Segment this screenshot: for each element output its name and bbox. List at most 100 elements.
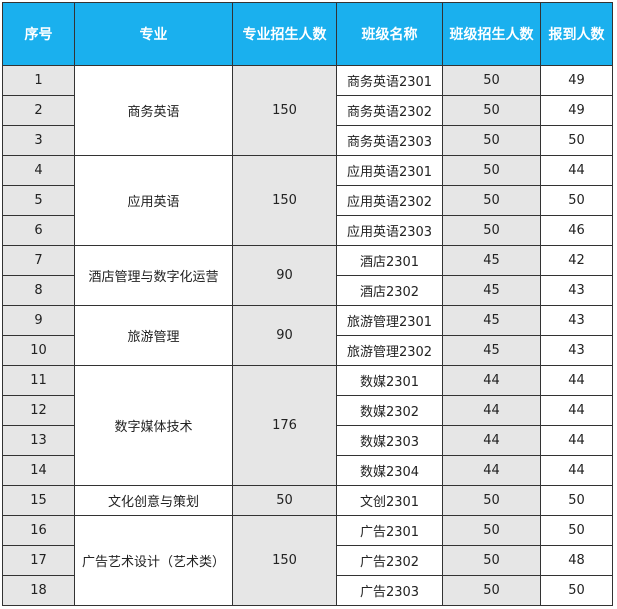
class-quota-cell[interactable]: 50 xyxy=(442,65,541,96)
major-cell[interactable]: 数字媒体技术 xyxy=(74,365,233,486)
major-cell[interactable]: 酒店管理与数字化运营 xyxy=(74,245,233,306)
class-quota-cell[interactable]: 44 xyxy=(442,365,541,396)
seq-cell[interactable]: 10 xyxy=(2,335,75,366)
class-quota-cell[interactable]: 50 xyxy=(442,215,541,246)
major-cell[interactable]: 旅游管理 xyxy=(74,305,233,366)
major-quota-cell[interactable]: 176 xyxy=(232,365,337,486)
class-quota-cell[interactable]: 50 xyxy=(442,95,541,126)
class-name-cell[interactable]: 应用英语2303 xyxy=(336,215,443,246)
major-cell[interactable]: 应用英语 xyxy=(74,155,233,246)
major-cell[interactable]: 商务英语 xyxy=(74,65,233,156)
seq-cell[interactable]: 15 xyxy=(2,485,75,516)
class-quota-cell[interactable]: 45 xyxy=(442,335,541,366)
class-name-cell[interactable]: 商务英语2302 xyxy=(336,95,443,126)
table-row: 4 应用英语 150 应用英语2301 50 44 xyxy=(2,155,613,246)
seq-cell[interactable]: 14 xyxy=(2,455,75,486)
major-quota-cell[interactable]: 90 xyxy=(232,245,337,306)
major-quota-cell[interactable]: 150 xyxy=(232,65,337,156)
seq-cell[interactable]: 16 xyxy=(2,515,75,546)
seq-cell[interactable]: 6 xyxy=(2,215,75,246)
class-name-cell[interactable]: 数媒2302 xyxy=(336,395,443,426)
reported-cell[interactable]: 49 xyxy=(540,95,613,126)
reported-cell[interactable]: 44 xyxy=(540,455,613,486)
class-quota-cell[interactable]: 50 xyxy=(442,185,541,216)
seq-cell[interactable]: 17 xyxy=(2,545,75,576)
class-quota-cell[interactable]: 50 xyxy=(442,575,541,606)
header-major-quota[interactable]: 专业招生人数 xyxy=(232,2,337,66)
class-quota-cell[interactable]: 44 xyxy=(442,455,541,486)
major-quota-cell[interactable]: 90 xyxy=(232,305,337,366)
class-name-cell[interactable]: 数媒2304 xyxy=(336,455,443,486)
major-quota-cell[interactable]: 50 xyxy=(232,485,337,516)
class-quota-cell[interactable]: 50 xyxy=(442,155,541,186)
header-class-quota[interactable]: 班级招生人数 xyxy=(442,2,541,66)
class-name-cell[interactable]: 广告2302 xyxy=(336,545,443,576)
reported-cell[interactable]: 44 xyxy=(540,365,613,396)
seq-cell[interactable]: 3 xyxy=(2,125,75,156)
class-name-cell[interactable]: 旅游管理2301 xyxy=(336,305,443,336)
reported-cell[interactable]: 44 xyxy=(540,425,613,456)
class-name-cell[interactable]: 广告2301 xyxy=(336,515,443,546)
class-name-cell[interactable]: 旅游管理2302 xyxy=(336,335,443,366)
header-reported[interactable]: 报到人数 xyxy=(540,2,613,66)
class-name-cell[interactable]: 应用英语2301 xyxy=(336,155,443,186)
class-name-cell[interactable]: 商务英语2303 xyxy=(336,125,443,156)
class-quota-cell[interactable]: 50 xyxy=(442,515,541,546)
class-quota-cell[interactable]: 45 xyxy=(442,305,541,336)
reported-cell[interactable]: 49 xyxy=(540,65,613,96)
class-name-cell[interactable]: 商务英语2301 xyxy=(336,65,443,96)
class-name-cell[interactable]: 广告2303 xyxy=(336,575,443,606)
table-header: 序号 专业 专业招生人数 班级名称 班级招生人数 报到人数 xyxy=(2,2,613,66)
seq-cell[interactable]: 7 xyxy=(2,245,75,276)
reported-cell[interactable]: 50 xyxy=(540,485,613,516)
reported-cell[interactable]: 44 xyxy=(540,155,613,186)
class-name-cell[interactable]: 文创2301 xyxy=(336,485,443,516)
seq-cell[interactable]: 5 xyxy=(2,185,75,216)
reported-cell[interactable]: 50 xyxy=(540,125,613,156)
reported-cell[interactable]: 44 xyxy=(540,395,613,426)
class-name-cell[interactable]: 数媒2301 xyxy=(336,365,443,396)
seq-cell[interactable]: 9 xyxy=(2,305,75,336)
major-cell[interactable]: 广告艺术设计（艺术类） xyxy=(74,515,233,606)
reported-cell[interactable]: 43 xyxy=(540,275,613,306)
seq-cell[interactable]: 11 xyxy=(2,365,75,396)
reported-cell[interactable]: 50 xyxy=(540,185,613,216)
seq-cell[interactable]: 12 xyxy=(2,395,75,426)
reported-cell[interactable]: 43 xyxy=(540,305,613,336)
reported-cell[interactable]: 46 xyxy=(540,215,613,246)
table-body: 1 商务英语 150 商务英语2301 50 49 2 商务英语2302 50 49 3 商务英语23… xyxy=(2,65,613,606)
header-class-name[interactable]: 班级名称 xyxy=(336,2,443,66)
seq-cell[interactable]: 4 xyxy=(2,155,75,186)
header-seq[interactable]: 序号 xyxy=(2,2,75,66)
class-quota-cell[interactable]: 45 xyxy=(442,245,541,276)
reported-cell[interactable]: 42 xyxy=(540,245,613,276)
class-name-cell[interactable]: 数媒2303 xyxy=(336,425,443,456)
class-name-cell[interactable]: 酒店2302 xyxy=(336,275,443,306)
header-major[interactable]: 专业 xyxy=(74,2,233,66)
class-quota-cell[interactable]: 44 xyxy=(442,395,541,426)
class-quota-cell[interactable]: 50 xyxy=(442,125,541,156)
class-name-cell[interactable]: 酒店2301 xyxy=(336,245,443,276)
seq-cell[interactable]: 8 xyxy=(2,275,75,306)
seq-cell[interactable]: 13 xyxy=(2,425,75,456)
class-name-cell[interactable]: 应用英语2302 xyxy=(336,185,443,216)
seq-cell[interactable]: 2 xyxy=(2,95,75,126)
reported-cell[interactable]: 50 xyxy=(540,575,613,606)
major-quota-cell[interactable]: 150 xyxy=(232,155,337,246)
seq-cell[interactable]: 18 xyxy=(2,575,75,606)
major-quota-cell[interactable]: 150 xyxy=(232,515,337,606)
table-row: 11 数字媒体技术 176 数媒2301 44 44 xyxy=(2,365,613,486)
reported-cell[interactable]: 43 xyxy=(540,335,613,366)
class-quota-cell[interactable]: 50 xyxy=(442,545,541,576)
reported-cell[interactable]: 48 xyxy=(540,545,613,576)
table-row: 2 商务英语2302 50 49 xyxy=(2,95,613,126)
class-quota-cell[interactable]: 45 xyxy=(442,275,541,306)
reported-cell[interactable]: 50 xyxy=(540,515,613,546)
class-quota-cell[interactable]: 44 xyxy=(442,425,541,456)
major-cell[interactable]: 文化创意与策划 xyxy=(74,485,233,516)
seq-cell[interactable]: 1 xyxy=(2,65,75,96)
table-row: 8 酒店2302 45 43 xyxy=(2,275,613,306)
table-row: 10 旅游管理2302 45 43 xyxy=(2,335,613,366)
class-quota-cell[interactable]: 50 xyxy=(442,485,541,516)
table-row: 6 应用英语2303 50 46 xyxy=(2,215,613,246)
